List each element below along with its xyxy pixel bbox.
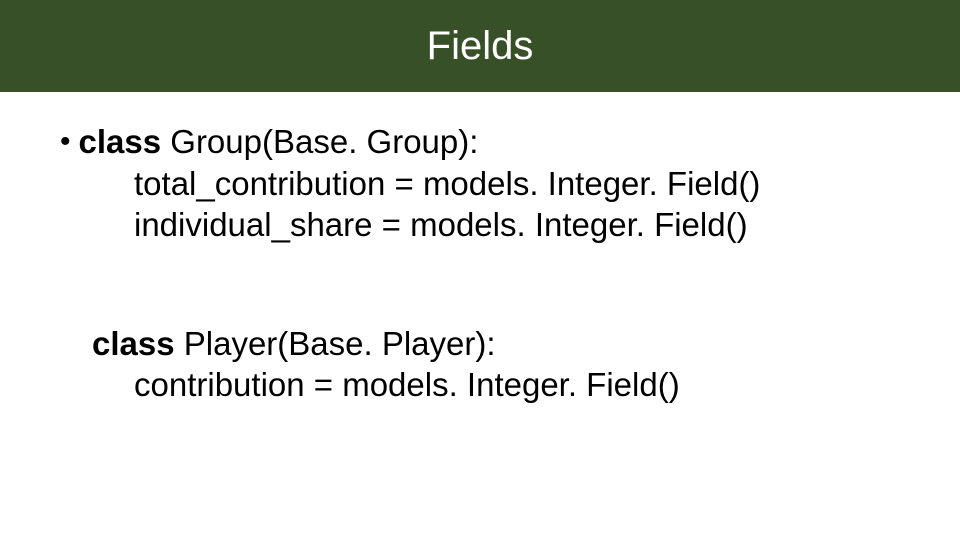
- keyword-class: class: [92, 325, 175, 362]
- code-line: contribution = models. Integer. Field(): [60, 364, 900, 405]
- class-decl-group: Group(Base. Group):: [161, 123, 478, 160]
- code-line: class Player(Base. Player):: [60, 323, 900, 364]
- bullet-dot-icon: •: [60, 122, 71, 163]
- slide-title: Fields: [427, 24, 534, 69]
- slide-content: • class Group(Base. Group): total_contri…: [0, 92, 960, 406]
- code-line: individual_share = models. Integer. Fiel…: [60, 204, 900, 245]
- keyword-class: class: [79, 123, 162, 160]
- code-line: class Group(Base. Group):: [79, 122, 479, 163]
- spacer: [60, 245, 900, 323]
- bullet-item-1: • class Group(Base. Group):: [60, 122, 900, 163]
- slide-header: Fields: [0, 0, 960, 92]
- class-decl-player: Player(Base. Player):: [175, 325, 496, 362]
- code-line: total_contribution = models. Integer. Fi…: [60, 163, 900, 204]
